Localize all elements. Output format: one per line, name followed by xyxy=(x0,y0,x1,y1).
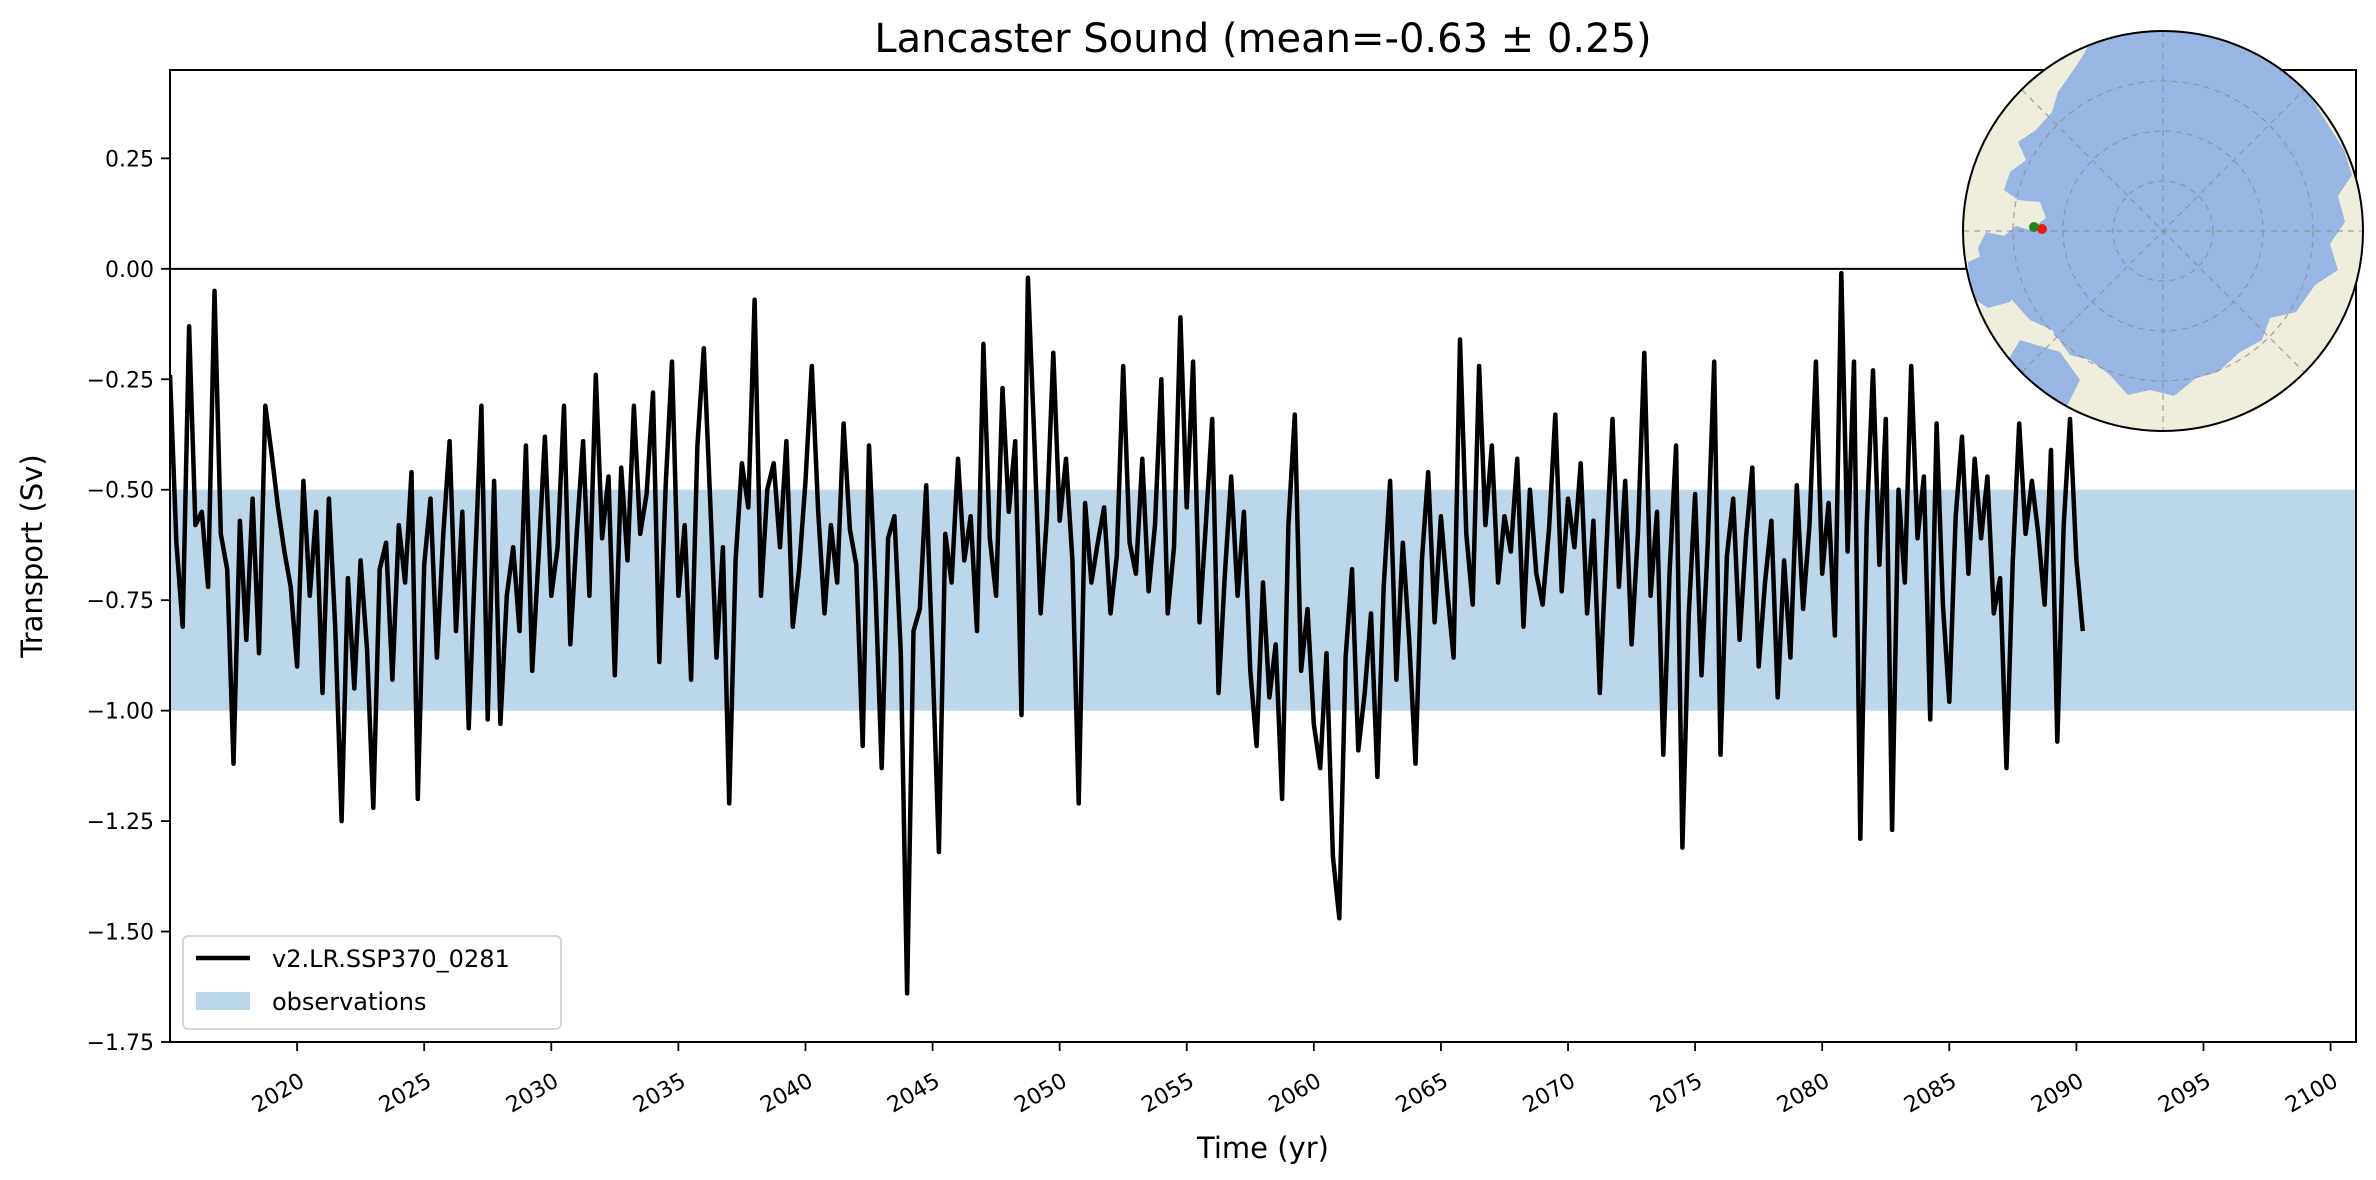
map-outline xyxy=(1962,30,2364,432)
inset-map xyxy=(1962,30,2364,432)
y-tick-label: −1.00 xyxy=(87,700,154,725)
y-tick-label: −0.75 xyxy=(87,589,154,614)
map-ocean xyxy=(1978,31,2352,396)
map-graticule xyxy=(1963,31,2363,431)
y-axis: 0.25 0.00 −0.25 −0.50 −0.75 −1.00 −1.25 −1.50 −1… xyxy=(87,147,170,1056)
chart-title: Lancaster Sound (mean=-0.63 ± 0.25) xyxy=(874,16,1651,62)
y-axis-label: Transport (Sv) xyxy=(15,454,49,659)
x-axis-label: Time (yr) xyxy=(1196,1131,1329,1165)
legend-label-series: v2.LR.SSP370_0281 xyxy=(272,945,510,973)
legend-box xyxy=(182,935,562,1030)
map-marker-section-end xyxy=(2037,224,2047,234)
y-tick-label: 0.25 xyxy=(105,147,154,172)
plot-area xyxy=(170,267,2356,996)
legend-patch-swatch xyxy=(196,992,250,1010)
y-tick-label: −1.50 xyxy=(87,921,154,946)
plot-frame xyxy=(169,69,2357,1043)
y-tick-label: −1.25 xyxy=(87,810,154,835)
y-tick-label: 0.00 xyxy=(105,258,154,283)
y-tick-label: −0.25 xyxy=(87,368,154,393)
y-tick-label: −0.50 xyxy=(87,479,154,504)
y-tick-label: −1.75 xyxy=(87,1031,154,1056)
series-line-v2-lr-ssp370-0281 xyxy=(170,270,2086,996)
map-ocean-bay xyxy=(1968,252,2020,308)
map-marker-section-start xyxy=(2029,222,2039,232)
legend-label-observations: observations xyxy=(272,988,426,1016)
legend: v2.LR.SSP370_0281 observations xyxy=(182,935,562,1030)
